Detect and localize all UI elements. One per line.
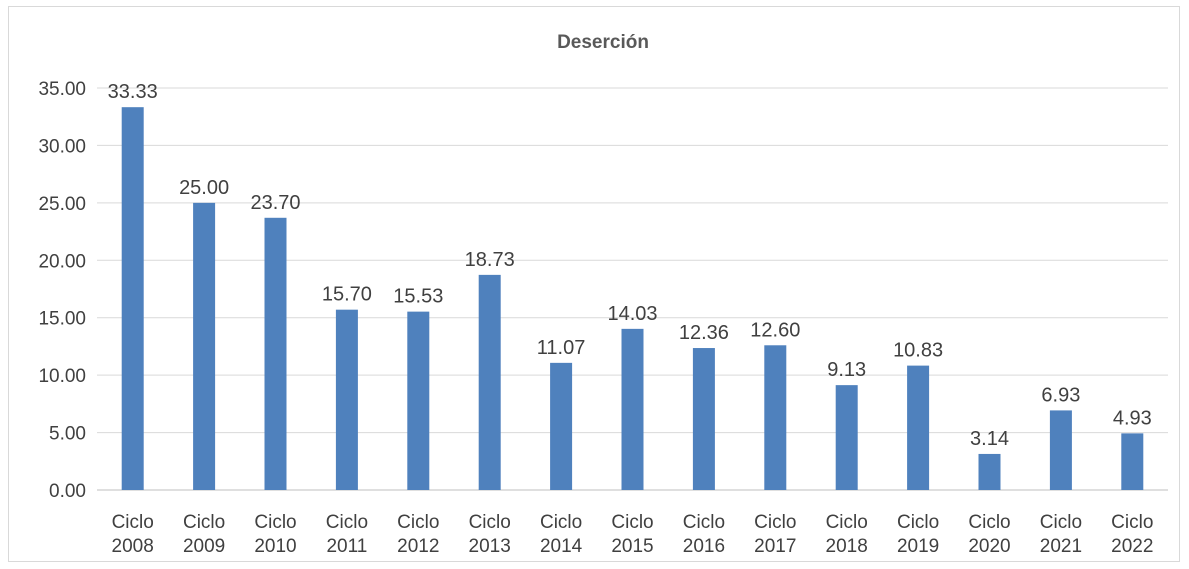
y-tick-label: 10.00 — [38, 366, 86, 387]
bar — [550, 362, 573, 490]
y-tick-label: 20.00 — [38, 251, 86, 272]
data-label: 14.03 — [607, 303, 657, 325]
y-tick-label: 0.00 — [49, 481, 86, 502]
bar — [692, 348, 715, 490]
bar — [1049, 410, 1072, 490]
category-label: Ciclo 2008 — [112, 512, 154, 557]
data-label: 9.13 — [827, 359, 866, 381]
category-label: Ciclo 2019 — [897, 512, 939, 557]
bar — [978, 453, 1001, 490]
data-label: 12.60 — [750, 319, 800, 341]
bar — [764, 345, 787, 490]
y-tick-label: 30.00 — [38, 136, 86, 157]
bar — [264, 217, 287, 490]
data-label: 4.93 — [1113, 407, 1152, 429]
y-axis-ticks: 0.00 5.00 10.00 15.00 20.00 25.00 30.00 35.00 — [38, 79, 86, 502]
y-tick-label: 25.00 — [38, 194, 86, 215]
category-label: Ciclo 2010 — [254, 512, 296, 557]
bars — [121, 107, 1144, 490]
data-label: 10.83 — [893, 340, 943, 362]
data-label: 25.00 — [179, 177, 229, 199]
bar — [835, 385, 858, 490]
category-label: Ciclo 2011 — [326, 512, 368, 557]
category-label: Ciclo 2009 — [183, 512, 225, 557]
data-label: 12.36 — [679, 322, 729, 344]
bar — [621, 328, 644, 490]
category-labels: Ciclo 2008 Ciclo 2009 Ciclo 2010 Ciclo 2011 Cicl… — [112, 512, 1154, 557]
y-tick-label: 35.00 — [38, 79, 86, 100]
y-tick-label: 5.00 — [49, 424, 86, 445]
category-label: Ciclo 2016 — [683, 512, 725, 557]
category-label: Ciclo 2017 — [754, 512, 796, 557]
category-label: Ciclo 2014 — [540, 512, 583, 557]
category-label: Ciclo 2021 — [1040, 512, 1082, 557]
category-label: Ciclo 2013 — [469, 512, 511, 557]
category-label: Ciclo 2022 — [1111, 512, 1153, 557]
bar — [1121, 433, 1144, 490]
data-label: 3.14 — [970, 428, 1009, 450]
data-label: 18.73 — [465, 249, 515, 271]
bar — [121, 107, 144, 490]
category-label: Ciclo 2020 — [968, 512, 1010, 557]
bar — [907, 365, 930, 490]
data-label: 11.07 — [537, 337, 586, 359]
chart-title: Deserción — [557, 32, 649, 53]
data-label: 15.70 — [322, 284, 372, 306]
bar — [407, 311, 430, 490]
bar — [478, 274, 501, 490]
bar — [193, 202, 216, 490]
category-label: Ciclo 2012 — [397, 512, 439, 557]
data-label: 33.33 — [108, 81, 158, 103]
data-label: 6.93 — [1041, 384, 1080, 406]
bar — [335, 309, 358, 490]
data-label: 15.53 — [393, 286, 443, 308]
data-label: 23.70 — [250, 192, 300, 214]
data-labels: 33.33 25.00 23.70 15.70 15.53 18.73 11.07 14.03… — [108, 81, 1152, 450]
category-label: Ciclo 2018 — [826, 512, 868, 557]
category-label: Ciclo 2015 — [611, 512, 653, 557]
y-tick-label: 15.00 — [38, 309, 86, 330]
